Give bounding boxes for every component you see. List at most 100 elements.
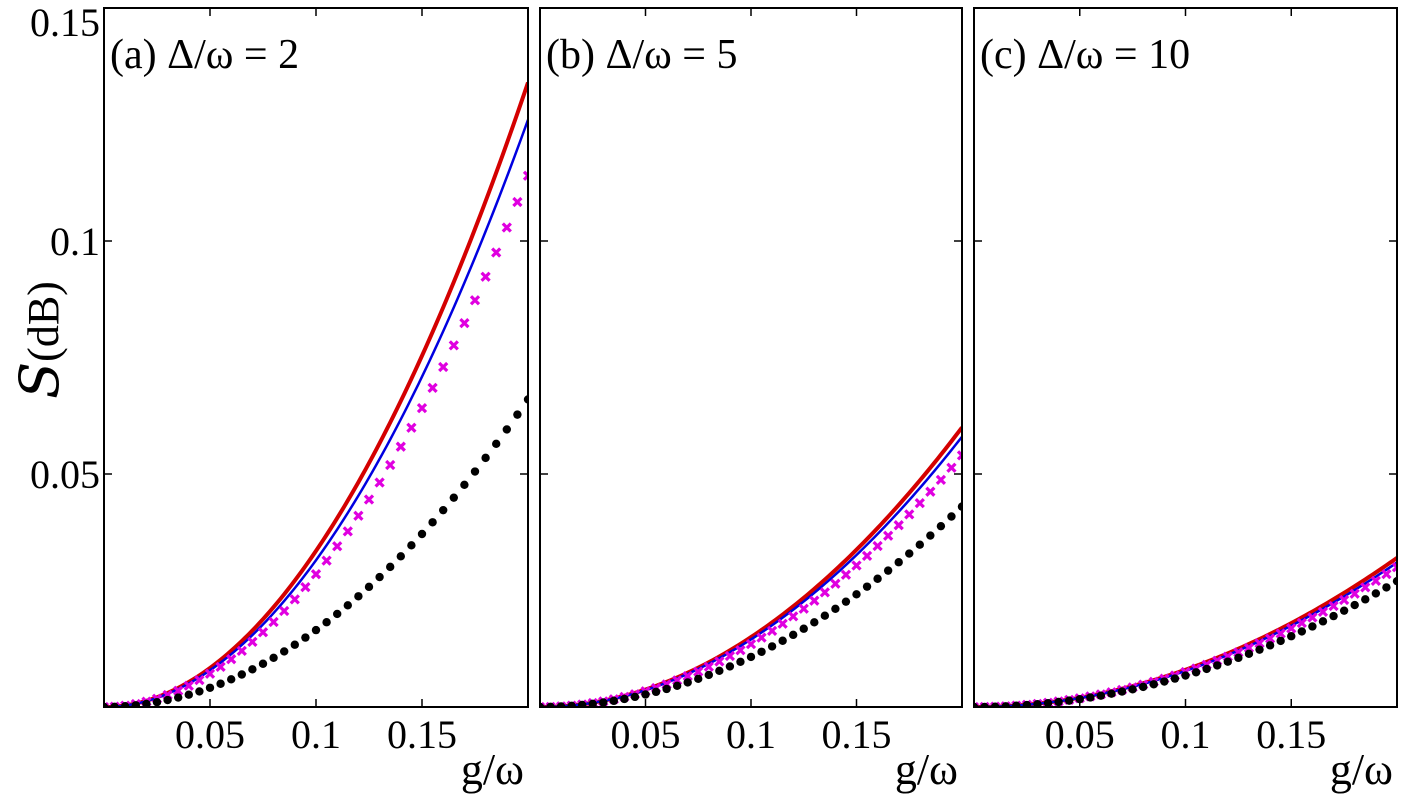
magenta-cross: [300, 582, 311, 593]
magenta-cross: [236, 645, 247, 657]
axis-frame-a: [103, 7, 529, 708]
blue-curve-b: [540, 435, 962, 707]
magenta-cross: [714, 656, 725, 667]
black-dot: [1033, 699, 1042, 707]
magenta-cross: [1264, 633, 1276, 644]
magenta-cross: [173, 685, 184, 696]
black-dot: [630, 692, 640, 702]
red-curve-c: [974, 556, 1397, 707]
black-dot: [1361, 595, 1370, 604]
black-dot: [1096, 691, 1106, 700]
black-dot: [810, 618, 819, 627]
magenta-cross: [194, 674, 205, 686]
red-curve-b: [540, 426, 962, 707]
black-dot: [1001, 702, 1010, 707]
x-tick-label: 0.15: [387, 712, 457, 757]
x-tick-label: 0.15: [822, 712, 892, 757]
magenta-cross: [809, 595, 820, 606]
magenta-cross: [1286, 623, 1297, 634]
blue-curve-a: [104, 119, 528, 707]
black-dot: [980, 702, 989, 707]
magenta-cross: [438, 361, 449, 373]
magenta-cross: [682, 671, 693, 682]
magenta-cross: [226, 654, 237, 665]
x-tick-label: 0.1: [291, 712, 341, 757]
black-dot: [1117, 687, 1127, 696]
plot-area-a: [104, 81, 528, 707]
black-dot: [1213, 661, 1222, 670]
blue-curve-c: [974, 561, 1397, 707]
y-tick-label: 0.15: [30, 0, 100, 45]
black-dot: [343, 601, 352, 610]
black-dot: [121, 702, 130, 707]
magenta-cross: [491, 247, 502, 258]
panel-a: 0.05 0.1 0.15g/ω (a) Δ/ω = 2: [103, 7, 529, 794]
black-dot: [694, 674, 703, 684]
black-dot: [481, 453, 490, 463]
magenta-cross: [851, 560, 862, 571]
black-dot: [540, 702, 545, 707]
black-dot: [894, 558, 903, 567]
black-dot: [599, 698, 608, 707]
black-dot: [439, 505, 448, 515]
black-dot: [248, 665, 257, 674]
magenta-cross: [935, 474, 947, 486]
magenta-cross: [183, 680, 194, 691]
magenta-cross: [522, 170, 528, 181]
black-dot: [502, 425, 511, 434]
magenta-cross: [819, 587, 830, 598]
panel-title-c: (c) Δ/ω = 10: [980, 32, 1190, 78]
magenta-cross: [745, 638, 757, 650]
y-axis-label-unit: (dB): [19, 281, 68, 362]
magenta-cross: [693, 666, 704, 677]
axis-frame-b: [539, 7, 963, 708]
black-dot: [396, 552, 405, 561]
x-tick-label: 0.15: [1256, 712, 1326, 757]
black-dot: [163, 695, 172, 705]
black-dot: [523, 395, 528, 404]
black-dot: [831, 604, 840, 614]
black-dot: [1022, 700, 1032, 707]
magenta-cross: [1370, 575, 1381, 586]
black-dot: [322, 618, 331, 627]
black-dot: [205, 683, 215, 692]
black-dot: [184, 690, 193, 699]
black-dot: [1181, 671, 1190, 680]
magenta-cross: [279, 605, 290, 617]
black-dot: [1054, 697, 1063, 707]
black-dot: [725, 662, 735, 671]
panel-b: 0.05 0.1 0.15g/ω (b) Δ/ω = 5: [539, 7, 963, 794]
black-dot: [227, 675, 236, 684]
black-dot: [1107, 689, 1116, 698]
black-dot: [915, 540, 924, 549]
panel-title-b: (b) Δ/ω = 5: [546, 32, 737, 78]
magenta-cross: [512, 196, 523, 208]
black-dot: [1160, 677, 1169, 686]
magenta-cross: [1349, 588, 1360, 599]
black-dot: [799, 624, 808, 633]
magenta-cross: [872, 540, 883, 552]
black-dot: [1170, 674, 1180, 683]
magenta-cross: [830, 578, 841, 589]
black-dot: [905, 549, 914, 558]
magenta-cross: [321, 555, 332, 566]
black-dot: [1043, 698, 1053, 707]
magenta-cross: [914, 498, 925, 509]
magenta-cross: [1275, 628, 1286, 639]
black-dot: [258, 659, 268, 668]
y-tick-label: 0.1: [50, 219, 100, 264]
x-tick-label: 0.05: [1045, 712, 1115, 757]
x-tick-label: 0.05: [611, 712, 681, 757]
black-dot: [883, 566, 893, 575]
black-dot: [852, 590, 861, 599]
black-dot: [947, 512, 956, 521]
black-dot: [746, 652, 756, 662]
black-dot: [110, 702, 119, 707]
x-tick-label: 0.1: [726, 712, 776, 757]
magenta-cross: [406, 422, 417, 433]
black-dot: [736, 657, 745, 666]
y-axis-label: S(dB): [8, 281, 71, 399]
x-axis-label-c: g/ω: [1330, 745, 1393, 794]
black-dot: [290, 640, 299, 649]
magenta-cross: [342, 526, 353, 537]
